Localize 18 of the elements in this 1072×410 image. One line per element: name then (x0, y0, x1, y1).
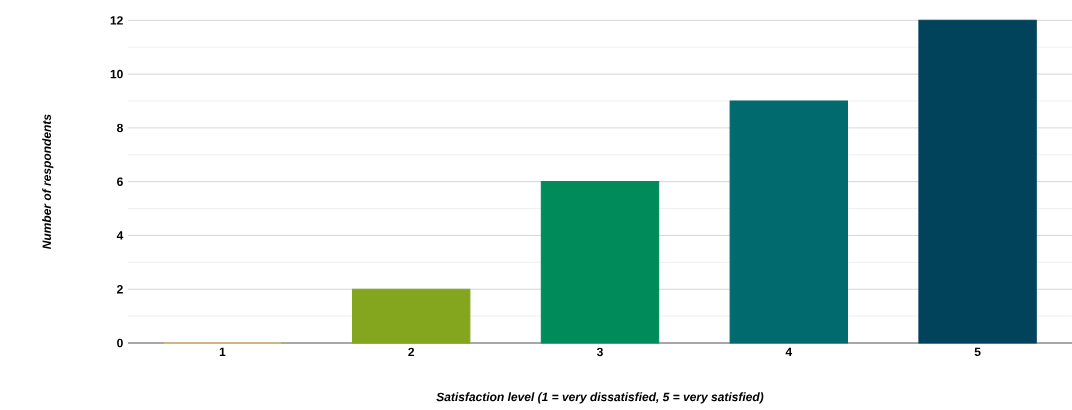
y-axis-title: Number of respondents (42, 114, 54, 250)
x-tick-label: 5 (974, 347, 981, 357)
x-tick-label: 4 (785, 347, 793, 356)
bar (540, 181, 660, 344)
y-tick-label: 8 (117, 123, 123, 133)
y-tick-label: 12 (110, 16, 123, 25)
y-tick-label: 6 (117, 177, 123, 186)
y-tick-label: 2 (117, 285, 123, 294)
y-tick-label: 10 (110, 69, 123, 79)
bar (729, 100, 848, 344)
x-tick-label: 1 (219, 347, 226, 356)
y-tick-label: 0 (117, 338, 123, 348)
bar (352, 288, 471, 344)
x-axis-title: Satisfaction level (1 = very dissatisfied, 5 = very satisfied) (436, 392, 764, 404)
x-tick-label: 3 (596, 347, 603, 357)
y-tick-label: 4 (116, 231, 124, 240)
bar (918, 19, 1037, 344)
x-tick-label: 2 (408, 347, 415, 357)
